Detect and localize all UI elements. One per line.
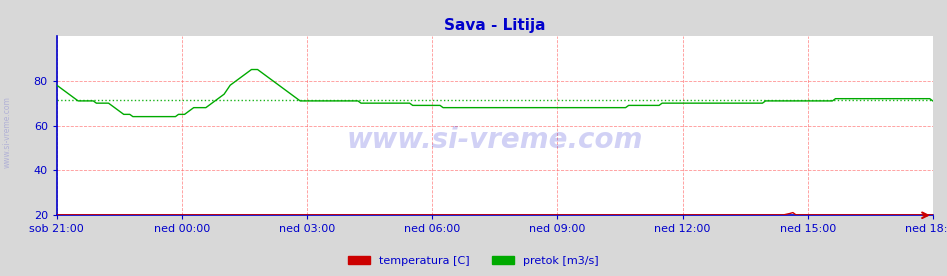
- Title: Sava - Litija: Sava - Litija: [444, 18, 545, 33]
- Text: www.si-vreme.com: www.si-vreme.com: [347, 126, 643, 154]
- Text: www.si-vreme.com: www.si-vreme.com: [3, 97, 12, 168]
- Legend: temperatura [C], pretok [m3/s]: temperatura [C], pretok [m3/s]: [344, 251, 603, 270]
